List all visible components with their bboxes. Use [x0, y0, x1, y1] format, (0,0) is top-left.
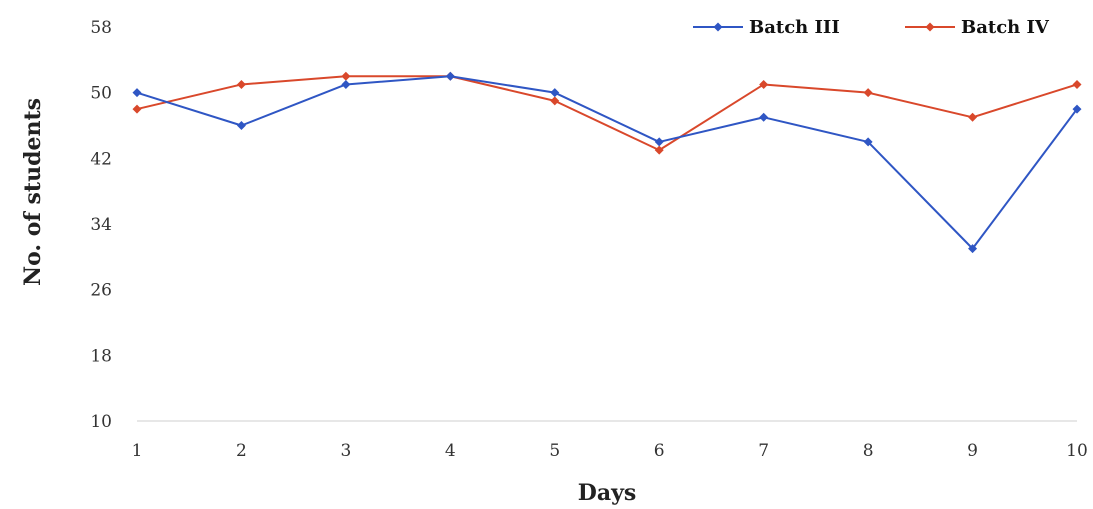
x-tick-label: 9: [967, 441, 978, 461]
legend: Batch III Batch IV: [693, 17, 1050, 38]
data-point: [341, 79, 351, 89]
data-point: [654, 145, 664, 155]
y-tick-label: 10: [90, 412, 112, 432]
legend-item: Batch IV: [905, 17, 1050, 38]
y-tick-label: 50: [90, 84, 112, 104]
x-axis-ticks: 1 2 3 4 5 6 7 8 9 10: [132, 441, 1088, 461]
data-point: [654, 137, 664, 147]
data-point: [968, 112, 978, 122]
data-point: [968, 244, 978, 254]
x-tick-label: 8: [863, 441, 874, 461]
y-tick-label: 58: [90, 18, 112, 38]
x-tick-label: 5: [549, 441, 560, 461]
series-batch-iii: [132, 71, 1082, 254]
data-point: [236, 121, 246, 130]
data-point: [1072, 104, 1082, 114]
x-tick-label: 10: [1066, 441, 1088, 461]
data-point: [132, 104, 142, 114]
y-tick-label: 42: [90, 149, 112, 169]
y-axis-title: No. of students: [20, 98, 46, 286]
x-tick-label: 3: [340, 441, 351, 461]
data-point: [759, 112, 769, 122]
y-axis-ticks: 10 18 26 34 42 50 58: [90, 18, 112, 432]
data-point: [341, 71, 351, 81]
legend-item: Batch III: [693, 17, 840, 38]
data-point: [759, 79, 769, 89]
data-point: [1072, 79, 1082, 89]
legend-swatch-marker: [713, 22, 723, 32]
series-line: [136, 75, 1078, 152]
data-point: [236, 79, 246, 89]
x-axis-title: Days: [578, 480, 637, 506]
data-point: [445, 71, 455, 81]
data-point: [132, 88, 142, 98]
x-tick-label: 6: [654, 441, 665, 461]
x-tick-label: 1: [132, 441, 143, 461]
x-tick-label: 4: [445, 441, 456, 461]
legend-label: Batch III: [749, 17, 840, 38]
series-line: [136, 75, 1078, 250]
data-point: [863, 137, 873, 147]
data-point: [863, 88, 873, 98]
series-batch-iv: [132, 71, 1082, 155]
x-tick-label: 2: [236, 441, 247, 461]
legend-swatch-marker: [925, 22, 935, 32]
x-tick-label: 7: [758, 441, 769, 461]
y-tick-label: 34: [90, 215, 112, 235]
y-tick-label: 18: [90, 346, 112, 366]
y-tick-label: 26: [90, 281, 112, 301]
series-layer: [132, 71, 1082, 254]
legend-label: Batch IV: [961, 17, 1050, 38]
data-point: [550, 96, 560, 106]
data-point: [550, 88, 560, 98]
